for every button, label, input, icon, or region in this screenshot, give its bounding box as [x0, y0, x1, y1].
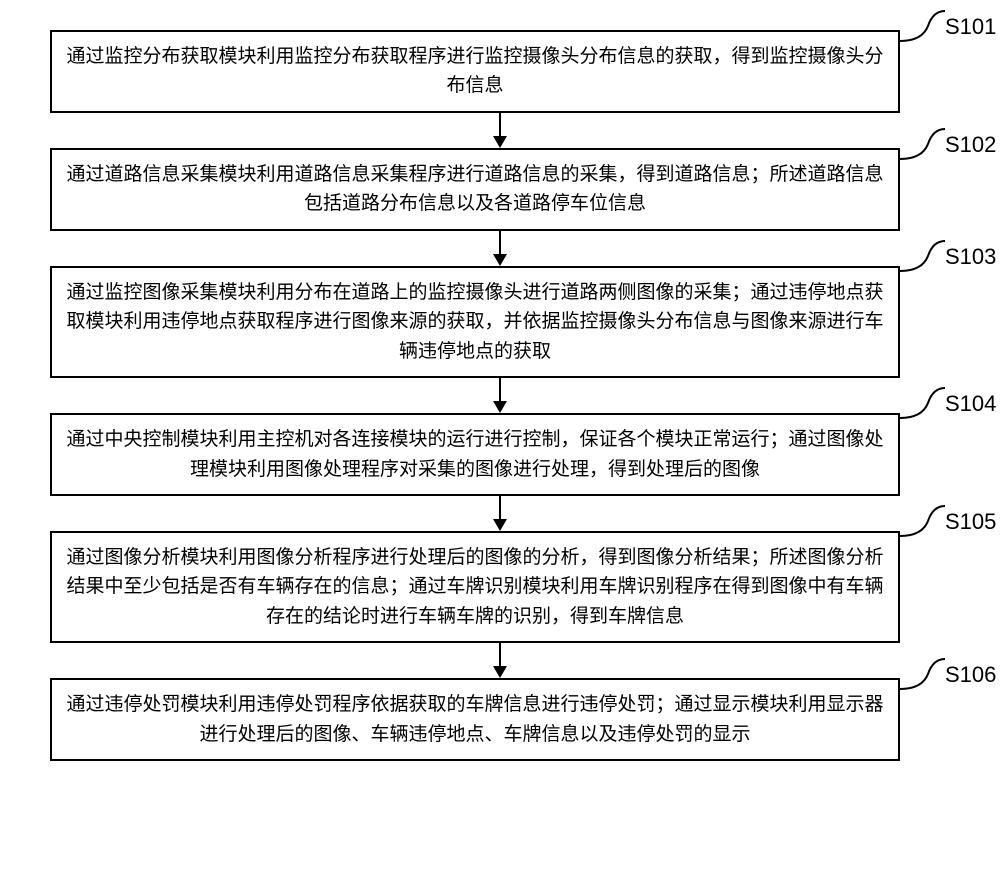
label-connector-s102: S102	[900, 126, 996, 164]
step-text: 通过道路信息采集模块利用道路信息采集程序进行道路信息的采集，得到道路信息；所述道…	[66, 160, 884, 219]
flowchart-container: 通过监控分布获取模块利用监控分布获取程序进行监控摄像头分布信息的获取，得到监控摄…	[50, 30, 950, 761]
label-connector-s106: S106	[900, 656, 996, 694]
arrow-icon	[75, 113, 925, 148]
curve-icon	[900, 126, 945, 164]
step-label: S103	[945, 244, 996, 270]
arrow-icon	[75, 231, 925, 266]
curve-icon	[900, 503, 945, 541]
step-row-s105: 通过图像分析模块利用图像分析程序进行处理后的图像的分析，得到图像分析结果；所述图…	[50, 531, 950, 643]
step-row-s106: 通过违停处罚模块利用违停处罚程序依据获取的车牌信息进行违停处罚；通过显示模块利用…	[50, 678, 950, 761]
step-row-s102: 通过道路信息采集模块利用道路信息采集程序进行道路信息的采集，得到道路信息；所述道…	[50, 148, 950, 231]
step-text: 通过违停处罚模块利用违停处罚程序依据获取的车牌信息进行违停处罚；通过显示模块利用…	[66, 690, 884, 749]
step-box-s105: 通过图像分析模块利用图像分析程序进行处理后的图像的分析，得到图像分析结果；所述图…	[50, 531, 900, 643]
step-box-s102: 通过道路信息采集模块利用道路信息采集程序进行道路信息的采集，得到道路信息；所述道…	[50, 148, 900, 231]
step-row-s103: 通过监控图像采集模块利用分布在道路上的监控摄像头进行道路两侧图像的采集；通过违停…	[50, 266, 950, 378]
curve-icon	[900, 656, 945, 694]
arrow-icon	[75, 496, 925, 531]
curve-icon	[900, 238, 945, 276]
step-box-s103: 通过监控图像采集模块利用分布在道路上的监控摄像头进行道路两侧图像的采集；通过违停…	[50, 266, 900, 378]
step-label: S105	[945, 509, 996, 535]
step-row-s101: 通过监控分布获取模块利用监控分布获取程序进行监控摄像头分布信息的获取，得到监控摄…	[50, 30, 950, 113]
step-text: 通过监控图像采集模块利用分布在道路上的监控摄像头进行道路两侧图像的采集；通过违停…	[66, 278, 884, 366]
step-label: S106	[945, 662, 996, 688]
step-box-s104: 通过中央控制模块利用主控机对各连接模块的运行进行控制，保证各个模块正常运行；通过…	[50, 413, 900, 496]
label-connector-s101: S101	[900, 8, 996, 46]
arrow-icon	[75, 378, 925, 413]
step-text: 通过监控分布获取模块利用监控分布获取程序进行监控摄像头分布信息的获取，得到监控摄…	[66, 42, 884, 101]
step-label: S104	[945, 391, 996, 417]
step-row-s104: 通过中央控制模块利用主控机对各连接模块的运行进行控制，保证各个模块正常运行；通过…	[50, 413, 950, 496]
arrow-icon	[75, 643, 925, 678]
curve-icon	[900, 8, 945, 46]
curve-icon	[900, 385, 945, 423]
step-text: 通过图像分析模块利用图像分析程序进行处理后的图像的分析，得到图像分析结果；所述图…	[66, 543, 884, 631]
label-connector-s105: S105	[900, 503, 996, 541]
label-connector-s104: S104	[900, 385, 996, 423]
step-box-s101: 通过监控分布获取模块利用监控分布获取程序进行监控摄像头分布信息的获取，得到监控摄…	[50, 30, 900, 113]
step-box-s106: 通过违停处罚模块利用违停处罚程序依据获取的车牌信息进行违停处罚；通过显示模块利用…	[50, 678, 900, 761]
step-label: S102	[945, 132, 996, 158]
step-text: 通过中央控制模块利用主控机对各连接模块的运行进行控制，保证各个模块正常运行；通过…	[66, 425, 884, 484]
step-label: S101	[945, 14, 996, 40]
label-connector-s103: S103	[900, 238, 996, 276]
